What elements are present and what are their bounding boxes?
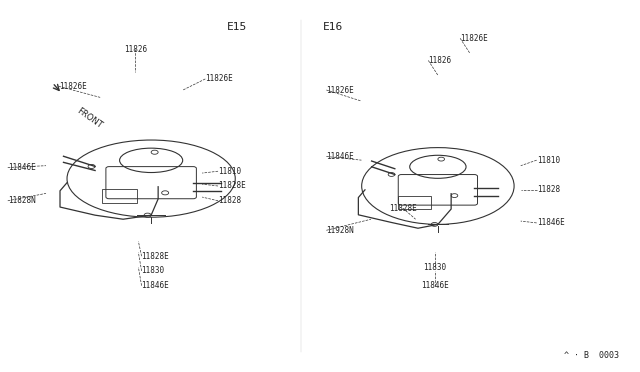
- Text: 11846E: 11846E: [537, 218, 564, 227]
- Text: 11928N: 11928N: [326, 226, 354, 235]
- Text: ^ · B  0003: ^ · B 0003: [564, 350, 620, 359]
- Text: 11828E: 11828E: [218, 182, 246, 190]
- Text: 11828: 11828: [537, 185, 560, 194]
- Text: 11846E: 11846E: [326, 152, 354, 161]
- Text: FRONT: FRONT: [75, 107, 104, 131]
- Text: 11826: 11826: [428, 56, 451, 65]
- Text: E15: E15: [227, 22, 247, 32]
- Text: E16: E16: [323, 22, 343, 32]
- Text: 11826E: 11826E: [326, 86, 354, 94]
- Text: 11828E: 11828E: [141, 251, 170, 261]
- Text: 11826E: 11826E: [460, 34, 488, 43]
- Text: 11826E: 11826E: [205, 74, 233, 83]
- Text: 11846E: 11846E: [141, 281, 170, 290]
- Text: 11830: 11830: [141, 266, 164, 275]
- Text: 11846E: 11846E: [8, 163, 35, 172]
- Text: 11828: 11828: [218, 196, 241, 205]
- Text: 11846E: 11846E: [421, 281, 449, 290]
- Text: 11828E: 11828E: [389, 203, 417, 213]
- Text: 11810: 11810: [218, 167, 241, 176]
- Text: 11826E: 11826E: [59, 82, 86, 91]
- Text: 11828N: 11828N: [8, 196, 35, 205]
- Text: 11826: 11826: [124, 45, 147, 54]
- Text: 11830: 11830: [423, 263, 446, 272]
- Text: 11810: 11810: [537, 155, 560, 165]
